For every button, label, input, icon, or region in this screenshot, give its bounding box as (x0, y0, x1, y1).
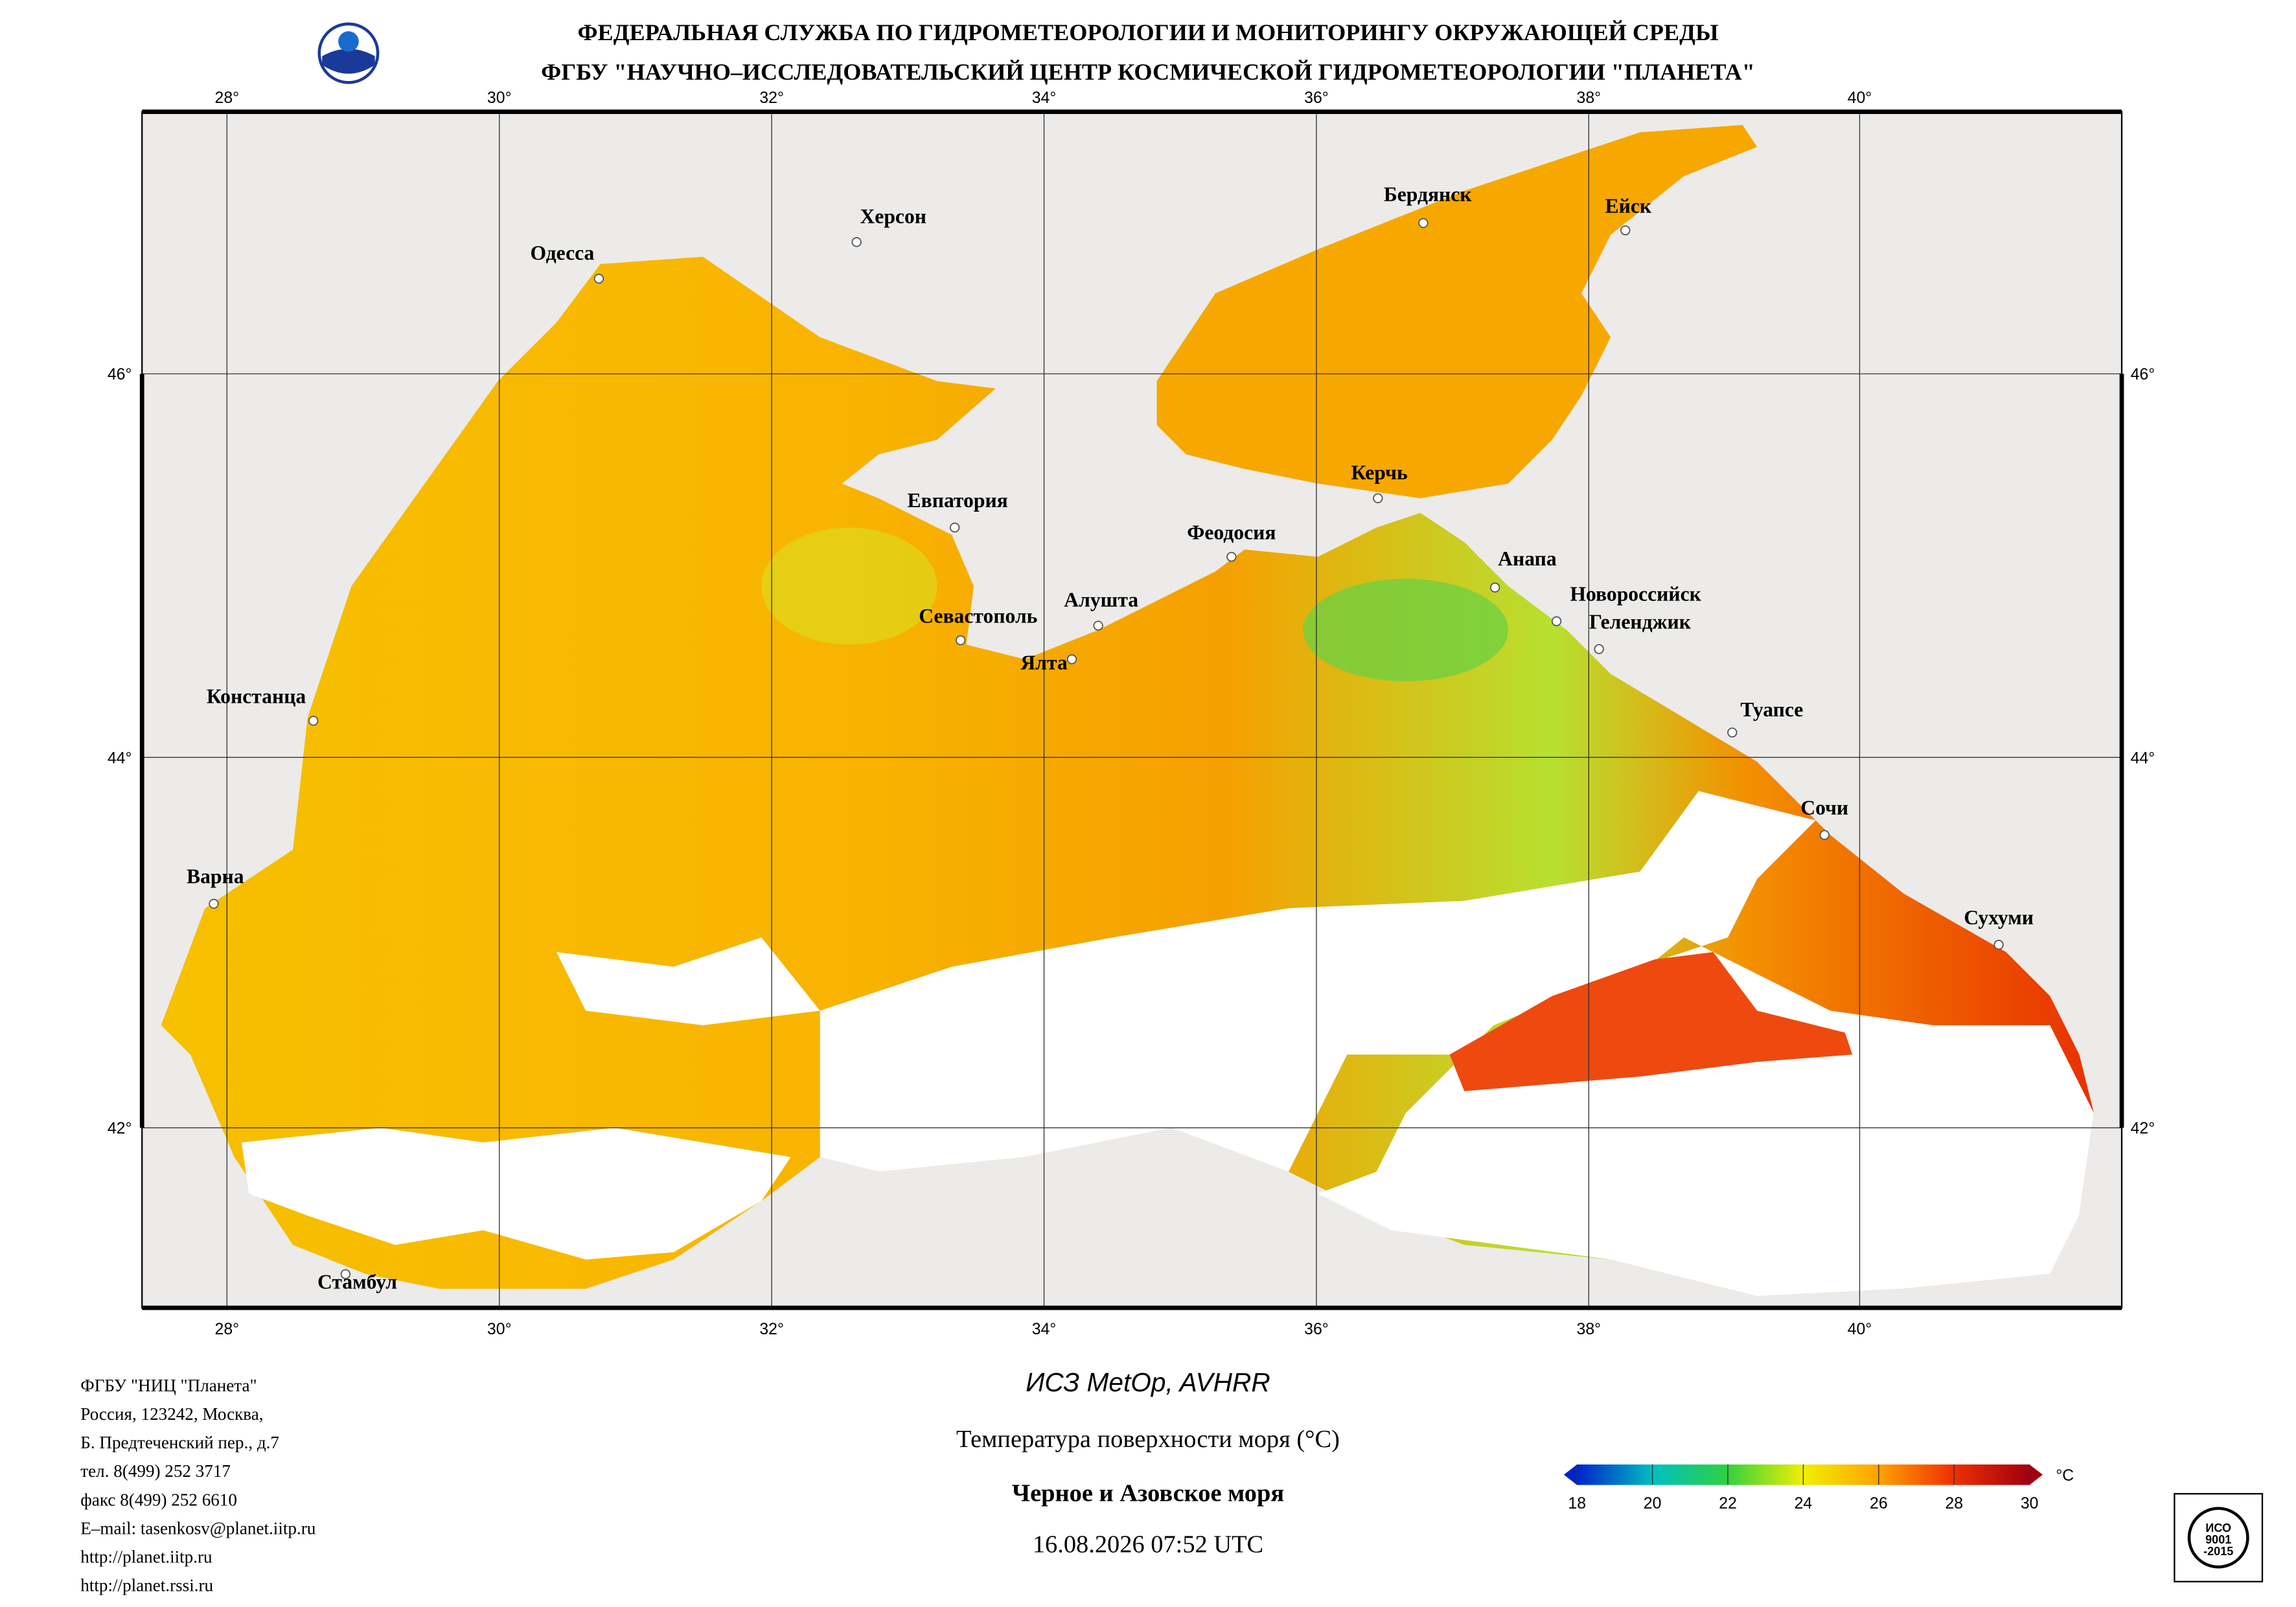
lat-label: 46° (108, 365, 132, 383)
lon-label: 32° (759, 1320, 784, 1338)
map (142, 111, 2122, 1308)
lon-label: 28° (215, 89, 240, 107)
city-label: Констанца (207, 685, 306, 708)
city-dot (308, 716, 319, 726)
city-label: Одесса (530, 242, 594, 264)
lat-label: 42° (2131, 1119, 2155, 1137)
city-dot (593, 273, 604, 284)
address-line: Б. Предтеченский пер., д.7 (80, 1433, 279, 1452)
city-dot (1066, 654, 1077, 665)
city-label: Феодосия (1187, 521, 1276, 544)
city-label: Керчь (1351, 461, 1408, 484)
city-label: Варна (187, 865, 244, 888)
lon-label: 30° (487, 89, 512, 107)
city-dot (1993, 939, 2004, 950)
colorbar-tick-label: 18 (1568, 1494, 1586, 1512)
azov-sea (1156, 124, 1758, 499)
city-label: Бердянск (1384, 183, 1472, 205)
city-label: Геленджик (1589, 610, 1692, 633)
city-dot (1373, 493, 1383, 503)
city-dot (209, 898, 219, 909)
address-line: http://planet.iitp.ru (80, 1547, 212, 1566)
lon-label: 36° (1304, 1320, 1329, 1338)
address-line: ФГБУ "НИЦ "Планета" (80, 1376, 257, 1395)
city-label: Ейск (1605, 195, 1652, 218)
city-dot (1226, 551, 1237, 562)
city-dot (1819, 830, 1830, 840)
address-line: http://planet.rssi.ru (80, 1575, 213, 1595)
colorbar-tick-label: 24 (1795, 1494, 1813, 1512)
colorbar-ticks: 18 20 22 24 26 28 30 (1568, 1464, 2039, 1512)
address-line: Россия, 123242, Москва, (80, 1404, 263, 1424)
city-label: Сухуми (1964, 906, 2034, 929)
lon-label: 40° (1848, 89, 1872, 107)
city-label: Севастополь (919, 604, 1037, 627)
warm-patch (1449, 952, 1853, 1091)
address-line: факс 8(499) 252 6610 (80, 1490, 237, 1509)
lon-label: 36° (1304, 89, 1329, 107)
cloud (556, 937, 820, 1025)
city-label: Херсон (860, 205, 926, 227)
city-label: Туапсе (1740, 698, 1803, 721)
city-label: Анапа (1498, 547, 1557, 570)
parameter: Температура поверхности моря (°C) (956, 1426, 1340, 1453)
header-line: ФГБУ "НАУЧНО–ИССЛЕДОВАТЕЛЬСКИЙ ЦЕНТР КОС… (541, 59, 1755, 85)
city-dot (1620, 225, 1631, 236)
lon-label: 28° (215, 1320, 240, 1338)
organization: ФГБУ "НИЦ "Планета" Россия, 123242, Москв… (80, 1376, 316, 1595)
cloud (241, 1128, 791, 1260)
colorbar-tick-label: 22 (1719, 1494, 1737, 1512)
city-label: Алушта (1064, 589, 1138, 611)
colorbar-tick-label: 28 (1945, 1494, 1963, 1512)
city-dot (956, 635, 966, 646)
colorbar-tick-label: 30 (2021, 1494, 2039, 1512)
datetime: 16.08.2026 07:52 UTC (1033, 1531, 1263, 1558)
lon-label: 34° (1032, 1320, 1057, 1338)
certificate (2174, 1493, 2264, 1582)
lon-label: 38° (1577, 89, 1601, 107)
lat-label: 44° (108, 749, 132, 767)
address-line: E–mail: tasenkosv@planet.iitp.ru (80, 1518, 316, 1538)
lon-label: 32° (759, 89, 784, 107)
city-label: Стамбул (317, 1271, 397, 1294)
city-label: Евпатория (908, 489, 1008, 512)
city-dot (1093, 621, 1103, 631)
certificate-line: -2015 (2203, 1545, 2233, 1558)
city-dot (1551, 616, 1562, 626)
lat-label: 44° (2131, 749, 2155, 767)
colorbar-unit: °C (2056, 1466, 2074, 1485)
certificate-line: ИСО (2205, 1522, 2231, 1534)
lat-label: 46° (2131, 365, 2155, 383)
city-label: Сочи (1800, 796, 1848, 819)
city-dot (340, 1269, 351, 1279)
city-dot (949, 522, 960, 533)
lon-label: 38° (1577, 1320, 1601, 1338)
city-dot (1727, 727, 1738, 738)
city-layer: Одесса Херсон Бердянск Ейск Евпатория Керчь Фе… (187, 183, 2034, 1293)
city-dot (1418, 218, 1429, 229)
graticule: 28° 28° 30° 30° 32° 32° 34° 34° 36° 36° 38° 38° 40° 4… (108, 89, 2155, 1338)
region: Черное и Азовское моря (1012, 1479, 1284, 1507)
colorbar: °C (1563, 1464, 2074, 1485)
city-dot (851, 237, 862, 247)
header-line: ФЕДЕРАЛЬНАЯ СЛУЖБА ПО ГИДРОМЕТЕОРОЛОГИИ … (577, 19, 1718, 45)
cloud (820, 791, 2095, 1297)
certificate-line: 9001 (2205, 1533, 2231, 1546)
lon-label: 30° (487, 1320, 512, 1338)
city-dot (1594, 644, 1604, 654)
logo (317, 22, 380, 84)
city-label: Ялта (1020, 652, 1068, 674)
city-dot (1489, 582, 1500, 593)
address-line: тел. 8(499) 252 3717 (80, 1461, 231, 1481)
lon-label: 34° (1032, 89, 1057, 107)
lat-label: 42° (108, 1119, 132, 1137)
satellite: ИСЗ MetOp, AVHRR (1026, 1367, 1270, 1397)
city-label: Новороссийск (1570, 582, 1701, 605)
colorbar-tick-label: 26 (1870, 1494, 1888, 1512)
colorbar-tick-label: 20 (1644, 1494, 1662, 1512)
lon-label: 40° (1848, 1320, 1872, 1338)
